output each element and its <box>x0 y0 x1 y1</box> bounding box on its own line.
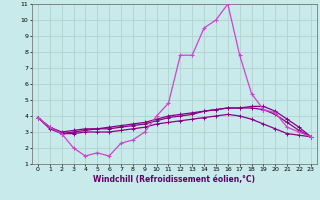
X-axis label: Windchill (Refroidissement éolien,°C): Windchill (Refroidissement éolien,°C) <box>93 175 255 184</box>
